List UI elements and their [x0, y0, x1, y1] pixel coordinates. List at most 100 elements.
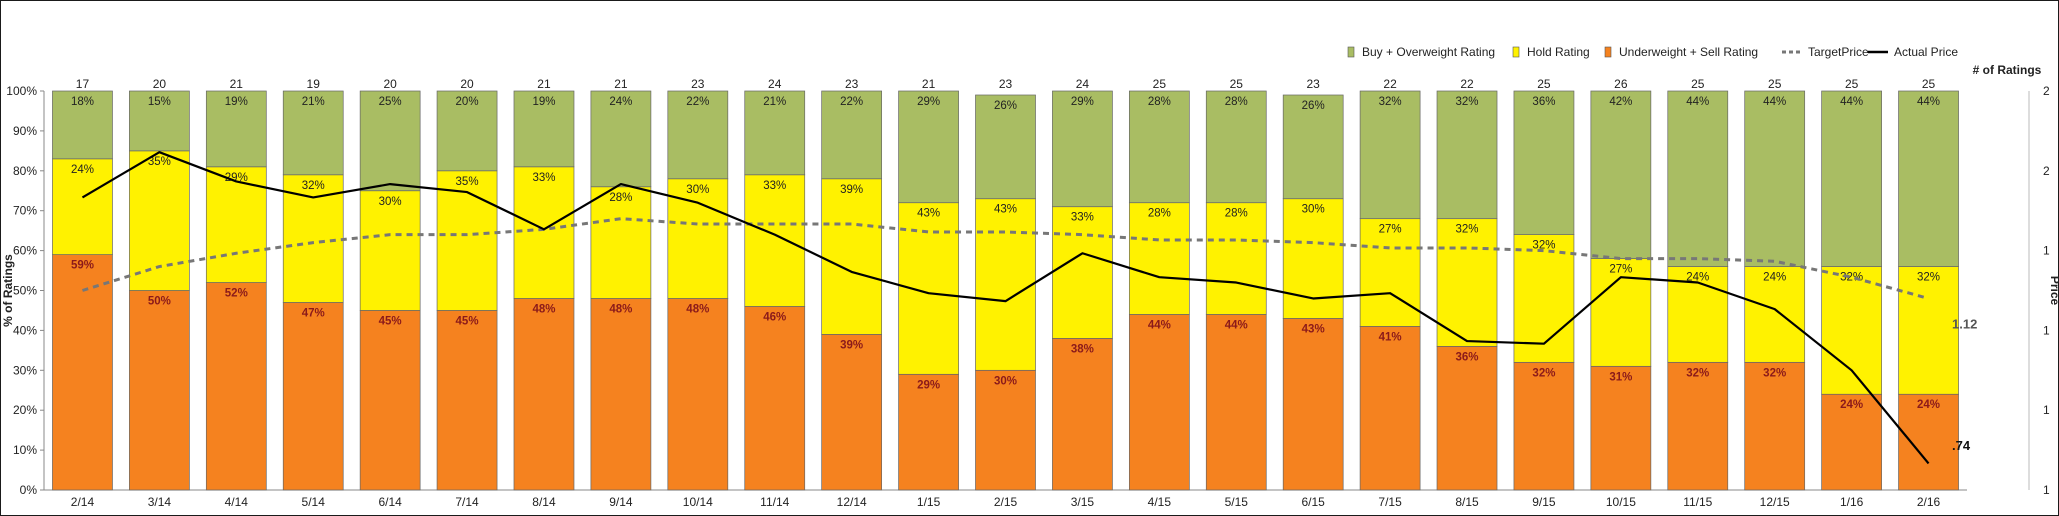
data-label: 30%	[994, 375, 1017, 387]
bar-segment	[898, 90, 959, 204]
bar-segment	[282, 90, 344, 176]
bar-segment	[1052, 338, 1113, 491]
actual-price-end-label: .74	[1952, 438, 1971, 453]
x-tick-label: 3/14	[148, 495, 172, 509]
y-tick-label: 100%	[6, 84, 37, 98]
data-label: 35%	[456, 176, 479, 188]
data-label: 35%	[148, 156, 171, 168]
bar-segment	[821, 178, 883, 335]
count-label: 21	[614, 77, 628, 91]
y-tick-label: 90%	[13, 124, 37, 138]
bar-segment	[205, 282, 267, 491]
data-label: 24%	[1917, 399, 1940, 411]
x-tick-label: 7/14	[455, 495, 479, 509]
data-label: 22%	[840, 96, 863, 108]
data-label: 50%	[148, 296, 171, 308]
data-label: 30%	[686, 184, 709, 196]
y-axis-title: % of Ratings	[1, 254, 15, 327]
data-label: 42%	[1609, 96, 1632, 108]
target-price-end-label: 1.12	[1952, 316, 1977, 331]
bar-segment	[129, 90, 190, 152]
x-tick-label: 6/14	[378, 495, 402, 509]
y-tick-label: 0%	[20, 483, 38, 497]
data-label: 29%	[1071, 96, 1094, 108]
count-label: 21	[922, 77, 936, 91]
data-label: 26%	[1302, 100, 1325, 112]
data-label: 48%	[532, 303, 555, 315]
x-tick-label: 2/14	[71, 495, 95, 509]
bar-segment	[1898, 266, 1959, 395]
data-label: 32%	[1532, 240, 1555, 252]
legend-swatch	[1604, 46, 1612, 58]
data-label: 36%	[1456, 351, 1479, 363]
data-label: 44%	[1840, 96, 1863, 108]
data-label: 26%	[994, 100, 1017, 112]
actual-price-line	[81, 151, 1930, 465]
bar-segment	[590, 186, 652, 299]
data-label: 21%	[302, 96, 325, 108]
x-tick-label: 4/14	[225, 495, 249, 509]
bar-segment	[1205, 202, 1267, 315]
x-tick-label: 4/15	[1148, 495, 1172, 509]
data-label: 32%	[1456, 224, 1479, 236]
bar-segment	[1205, 314, 1267, 491]
bar-segment	[359, 190, 421, 311]
x-tick-label: 8/14	[532, 495, 556, 509]
data-label: 41%	[1379, 331, 1402, 343]
bar-segment	[1744, 90, 1806, 267]
count-axis-title: # of Ratings	[1973, 63, 2042, 77]
y2-tick-label: 1	[2043, 403, 2050, 417]
target-price-line	[82, 217, 1929, 300]
count-label: 22	[1460, 77, 1474, 91]
data-label: 44%	[1148, 319, 1171, 331]
bar-segment	[1436, 90, 1498, 220]
bar-segment	[1205, 90, 1267, 204]
bar-segment	[590, 90, 652, 188]
data-label: 24%	[1763, 272, 1786, 284]
data-label: 30%	[379, 196, 402, 208]
bar-segment	[1359, 218, 1421, 327]
x-tick-label: 10/14	[683, 495, 713, 509]
x-tick-label: 1/16	[1840, 495, 1864, 509]
data-label: 29%	[225, 172, 248, 184]
data-label: 30%	[1302, 204, 1325, 216]
data-label: 44%	[1225, 319, 1248, 331]
x-tick-label: 11/15	[1683, 495, 1712, 509]
data-label: 28%	[1225, 208, 1248, 220]
y2-axis-title: Price	[2048, 276, 2059, 306]
y-tick-label: 20%	[13, 403, 37, 417]
legend-label: TargetPrice	[1808, 45, 1869, 59]
data-label: 28%	[1148, 208, 1171, 220]
x-tick-label: 8/15	[1455, 495, 1479, 509]
data-label: 27%	[1379, 224, 1402, 236]
y2-tick-label: 1	[2043, 244, 2050, 258]
bar-segment	[1590, 365, 1652, 491]
bar-segment	[744, 90, 806, 176]
bar-segment	[1667, 90, 1729, 267]
y2-tick-label: 2	[2043, 164, 2050, 178]
count-label: 21	[537, 77, 551, 91]
data-label: 32%	[1840, 272, 1863, 284]
count-label: 17	[76, 77, 90, 91]
data-label: 33%	[1071, 212, 1094, 224]
data-label: 19%	[225, 96, 248, 108]
bar-segment	[513, 166, 575, 299]
legend-label: Actual Price	[1894, 45, 1958, 59]
count-label: 23	[691, 77, 705, 91]
data-label: 24%	[1686, 272, 1709, 284]
count-label: 20	[383, 77, 397, 91]
legend-swatch	[1347, 46, 1355, 58]
data-label: 45%	[379, 315, 402, 327]
bar-segment	[513, 298, 575, 491]
bar-segment	[1128, 90, 1190, 204]
data-label: 33%	[532, 172, 555, 184]
data-label: 19%	[532, 96, 555, 108]
legend-label: Hold Rating	[1527, 45, 1590, 59]
legend-label: Underweight + Sell Rating	[1619, 45, 1758, 59]
x-tick-label: 2/15	[994, 495, 1018, 509]
bar-segment	[205, 90, 267, 168]
bar-segment	[1513, 90, 1575, 235]
count-label: 26	[1614, 77, 1628, 91]
count-label: 25	[1537, 77, 1551, 91]
bar-segment	[282, 302, 344, 491]
